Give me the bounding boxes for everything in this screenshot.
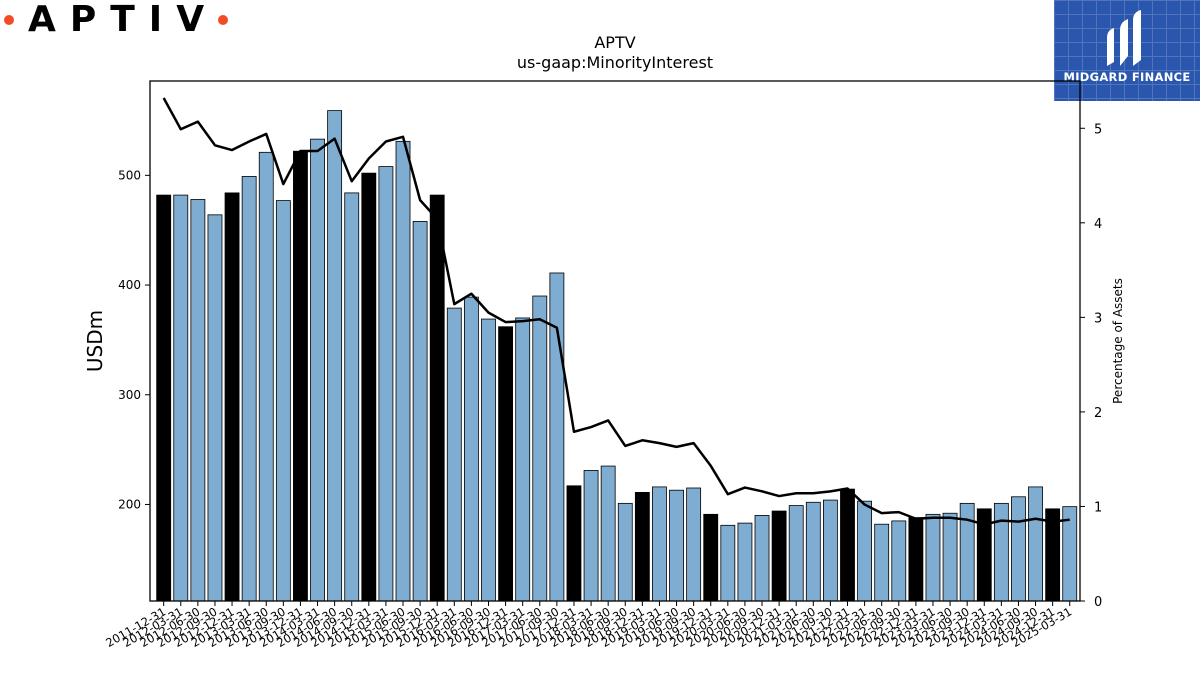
bar <box>293 150 308 602</box>
bar <box>258 151 274 602</box>
bar <box>549 272 565 602</box>
bar <box>891 520 907 602</box>
bar-series <box>156 110 1078 602</box>
chart-title: APTV <box>594 33 635 52</box>
bar <box>993 502 1009 602</box>
bar <box>361 172 377 602</box>
bar <box>823 499 838 602</box>
logo-text: APTIV <box>28 0 219 40</box>
bar <box>669 489 684 602</box>
bar <box>173 194 189 602</box>
x-axis-ticks: 2011-12-312012-03-312012-06-302012-09-30… <box>103 601 1074 650</box>
bar <box>874 523 890 602</box>
bar <box>805 501 821 602</box>
bar <box>429 194 445 602</box>
bar <box>463 296 479 602</box>
bar <box>857 500 873 602</box>
logo-dot-left <box>4 15 14 25</box>
bar <box>446 307 462 602</box>
bar <box>840 488 855 602</box>
bar <box>788 505 804 602</box>
bar <box>310 138 325 602</box>
bar <box>652 486 667 602</box>
bar <box>481 318 496 602</box>
bar <box>908 517 924 602</box>
plot-frame <box>149 80 1081 602</box>
y2-axis-ticks: 0 1 2 3 4 5 <box>1080 122 1102 610</box>
bar <box>190 199 206 602</box>
y2-tick-label: 2 <box>1094 406 1102 421</box>
y2-tick-label: 0 <box>1094 595 1102 610</box>
midgard-logo-icon <box>1107 10 1141 66</box>
bar <box>617 502 633 602</box>
bar <box>224 192 240 602</box>
bar <box>395 140 411 602</box>
y2-tick-label: 1 <box>1094 500 1102 515</box>
y-tick-label: 300 <box>118 388 141 402</box>
bar <box>942 512 958 602</box>
midgard-finance-badge: MIDGARD FINANCE <box>1054 0 1200 101</box>
y2-tick-label: 3 <box>1094 311 1102 326</box>
y-tick-label: 500 <box>118 168 141 182</box>
bar <box>241 176 257 602</box>
y-tick-label: 400 <box>118 278 141 292</box>
chart-subtitle: us-gaap:MinorityInterest <box>517 53 713 72</box>
bar <box>498 326 513 602</box>
percentage-line <box>162 97 1070 526</box>
bar <box>344 192 360 602</box>
y-axis-ticks: 200 300 400 500 <box>118 168 150 511</box>
bar <box>771 510 787 602</box>
bar <box>1011 496 1026 602</box>
bar <box>634 491 650 602</box>
bar <box>412 221 428 602</box>
aptiv-logo: APTIV <box>4 0 229 40</box>
y-axis-label: USDm <box>83 310 107 372</box>
bar <box>566 485 582 602</box>
bar <box>1028 486 1043 602</box>
y-tick-label: 200 <box>118 497 141 511</box>
bar <box>207 214 223 602</box>
y2-tick-label: 5 <box>1094 122 1102 137</box>
y2-axis-label: Percentage of Assets <box>1111 278 1125 404</box>
bar <box>925 513 941 602</box>
bar <box>703 513 719 602</box>
bar <box>275 200 291 602</box>
logo-dot-right <box>218 15 229 25</box>
brand-name: MIDGARD FINANCE <box>1063 70 1191 84</box>
bar <box>583 470 599 602</box>
bar <box>327 110 343 602</box>
axes <box>149 80 1081 602</box>
bar <box>532 295 548 602</box>
bar <box>754 515 770 602</box>
y2-tick-label: 4 <box>1094 217 1102 232</box>
bar <box>378 166 394 602</box>
bar <box>737 522 753 602</box>
bar <box>720 524 736 602</box>
bar <box>686 487 702 602</box>
bar <box>156 194 172 602</box>
bar <box>600 465 616 602</box>
bar <box>515 317 531 602</box>
line-series <box>162 97 1070 526</box>
